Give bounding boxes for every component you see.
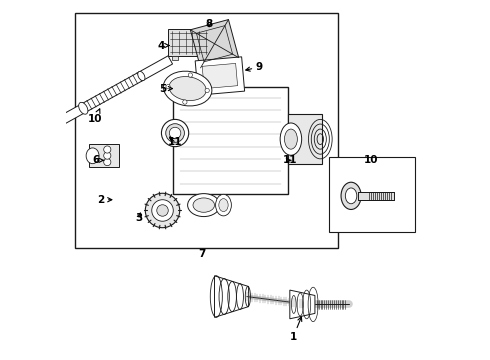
Ellipse shape	[157, 205, 168, 216]
Ellipse shape	[188, 194, 220, 217]
Bar	[89, 144, 120, 167]
Ellipse shape	[166, 85, 170, 89]
Ellipse shape	[169, 77, 206, 100]
Bar	[173, 87, 288, 194]
Text: 2: 2	[97, 195, 112, 205]
Bar	[358, 192, 394, 200]
Ellipse shape	[166, 124, 184, 142]
Polygon shape	[52, 56, 172, 129]
Text: 3: 3	[136, 213, 143, 222]
Text: 1: 1	[290, 317, 302, 342]
Ellipse shape	[280, 123, 302, 155]
Ellipse shape	[219, 199, 228, 212]
Bar	[184, 72, 223, 87]
Polygon shape	[190, 19, 239, 68]
Ellipse shape	[345, 188, 357, 204]
Text: 10: 10	[88, 109, 102, 124]
Polygon shape	[215, 276, 248, 318]
Ellipse shape	[104, 146, 111, 153]
Text: 9: 9	[246, 62, 263, 72]
Text: 5: 5	[160, 84, 172, 94]
Ellipse shape	[183, 100, 187, 104]
Ellipse shape	[161, 120, 189, 147]
Ellipse shape	[79, 102, 88, 114]
Text: 10: 10	[364, 155, 378, 165]
Ellipse shape	[104, 152, 111, 159]
Ellipse shape	[138, 71, 145, 81]
Polygon shape	[202, 63, 238, 89]
Ellipse shape	[146, 193, 180, 228]
Ellipse shape	[152, 200, 173, 221]
Text: 11: 11	[168, 137, 182, 147]
Bar	[329, 157, 416, 232]
Text: 7: 7	[198, 248, 206, 258]
Text: 8: 8	[205, 19, 213, 29]
Ellipse shape	[86, 148, 99, 164]
Text: 4: 4	[157, 41, 169, 50]
Text: 11: 11	[283, 155, 297, 165]
Ellipse shape	[216, 194, 231, 216]
Ellipse shape	[104, 158, 111, 166]
Ellipse shape	[285, 129, 297, 149]
Polygon shape	[195, 57, 245, 95]
Ellipse shape	[163, 71, 212, 106]
Text: 6: 6	[93, 155, 104, 165]
Ellipse shape	[188, 73, 193, 77]
Bar	[172, 55, 178, 60]
Ellipse shape	[170, 127, 181, 139]
Ellipse shape	[341, 182, 361, 210]
Bar	[168, 30, 209, 56]
Bar	[199, 55, 205, 60]
Polygon shape	[290, 290, 315, 319]
Ellipse shape	[205, 88, 209, 93]
Ellipse shape	[193, 198, 215, 212]
Bar	[74, 13, 338, 248]
Bar	[288, 114, 322, 164]
